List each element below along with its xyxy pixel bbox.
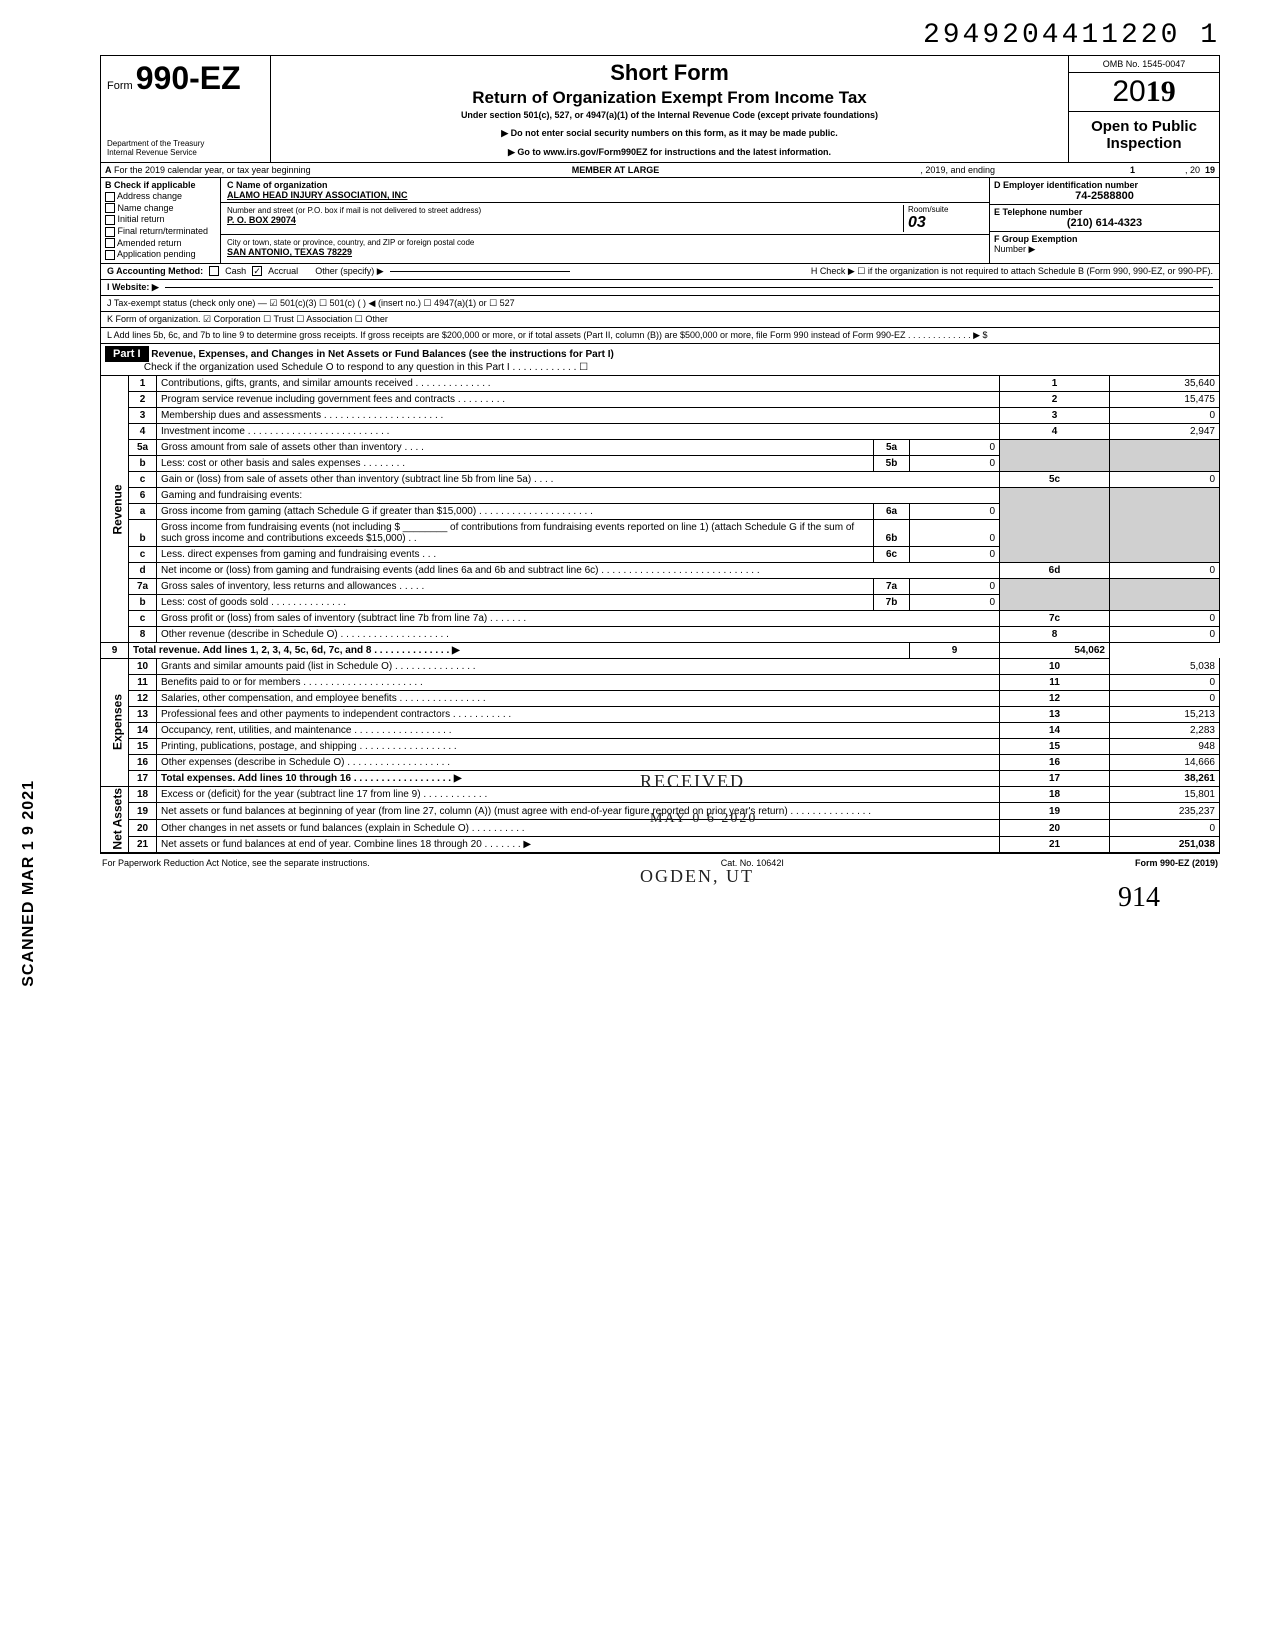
financial-table: Revenue 1Contributions, gifts, grants, a… xyxy=(100,376,1220,854)
goto-line: ▶ Go to www.irs.gov/Form990EZ for instru… xyxy=(279,147,1060,158)
row-k: K Form of organization. ☑ Corporation ☐ … xyxy=(100,312,1220,328)
side-netassets: Net Assets xyxy=(101,786,129,853)
phone: (210) 614-4323 xyxy=(994,217,1215,229)
form-number: Form 990-EZ xyxy=(107,60,264,97)
footer-right: Form 990-EZ (2019) xyxy=(1135,858,1218,868)
col-c-org: C Name of organizationALAMO HEAD INJURY … xyxy=(221,178,989,263)
open-public: Open to Public Inspection xyxy=(1069,112,1219,158)
short-form-title: Short Form xyxy=(279,60,1060,86)
under-section: Under section 501(c), 527, or 4947(a)(1)… xyxy=(279,110,1060,120)
row-h: H Check ▶ ☐ if the organization is not r… xyxy=(811,266,1213,277)
page-footer: For Paperwork Reduction Act Notice, see … xyxy=(100,853,1220,872)
cb-pending[interactable]: Application pending xyxy=(105,249,216,260)
cb-initial[interactable]: Initial return xyxy=(105,214,216,225)
part-i-header: Part I Revenue, Expenses, and Changes in… xyxy=(100,344,1220,376)
side-revenue: Revenue xyxy=(101,376,129,643)
col-b-checkboxes: B Check if applicable Address change Nam… xyxy=(101,178,221,263)
cb-cash[interactable] xyxy=(209,266,219,276)
signature: 914 xyxy=(100,882,1220,914)
footer-mid: Cat. No. 10642I xyxy=(721,858,784,868)
omb-number: OMB No. 1545-0047 xyxy=(1069,56,1219,73)
room-val: 03 xyxy=(908,214,926,231)
scanned-stamp: SCANNED MAR 1 9 2021 xyxy=(20,780,38,987)
dept-treasury: Department of the Treasury Internal Reve… xyxy=(107,140,264,158)
row-a: A For the 2019 calendar year, or tax yea… xyxy=(100,163,1220,178)
ein: 74-2588800 xyxy=(994,190,1215,202)
side-expenses: Expenses xyxy=(101,658,129,786)
footer-left: For Paperwork Reduction Act Notice, see … xyxy=(102,858,370,868)
return-title: Return of Organization Exempt From Incom… xyxy=(279,88,1060,108)
cb-accrual[interactable]: ✓ xyxy=(252,266,262,276)
cb-address[interactable]: Address change xyxy=(105,191,216,202)
col-de: D Employer identification number74-25888… xyxy=(989,178,1219,263)
ssn-warning: ▶ Do not enter social security numbers o… xyxy=(279,128,1060,139)
dln-number: 2949204411220 1 xyxy=(100,20,1220,51)
row-g: G Accounting Method: Cash ✓ Accrual Othe… xyxy=(100,264,1220,280)
org-address: P. O. BOX 29074 xyxy=(227,215,296,225)
cb-name[interactable]: Name change xyxy=(105,203,216,214)
org-name: ALAMO HEAD INJURY ASSOCIATION, INC xyxy=(227,190,408,200)
row-l: L Add lines 5b, 6c, and 7b to line 9 to … xyxy=(100,328,1220,344)
row-j: J Tax-exempt status (check only one) — ☑… xyxy=(100,296,1220,312)
cb-amended[interactable]: Amended return xyxy=(105,238,216,249)
org-city: SAN ANTONIO, TEXAS 78229 xyxy=(227,247,352,257)
tax-year: 2019 xyxy=(1069,73,1219,112)
cb-final[interactable]: Final return/terminated xyxy=(105,226,216,237)
form-header: Form 990-EZ Department of the Treasury I… xyxy=(100,55,1220,163)
block-bcd: B Check if applicable Address change Nam… xyxy=(100,178,1220,264)
row-i: I Website: ▶ xyxy=(100,280,1220,296)
